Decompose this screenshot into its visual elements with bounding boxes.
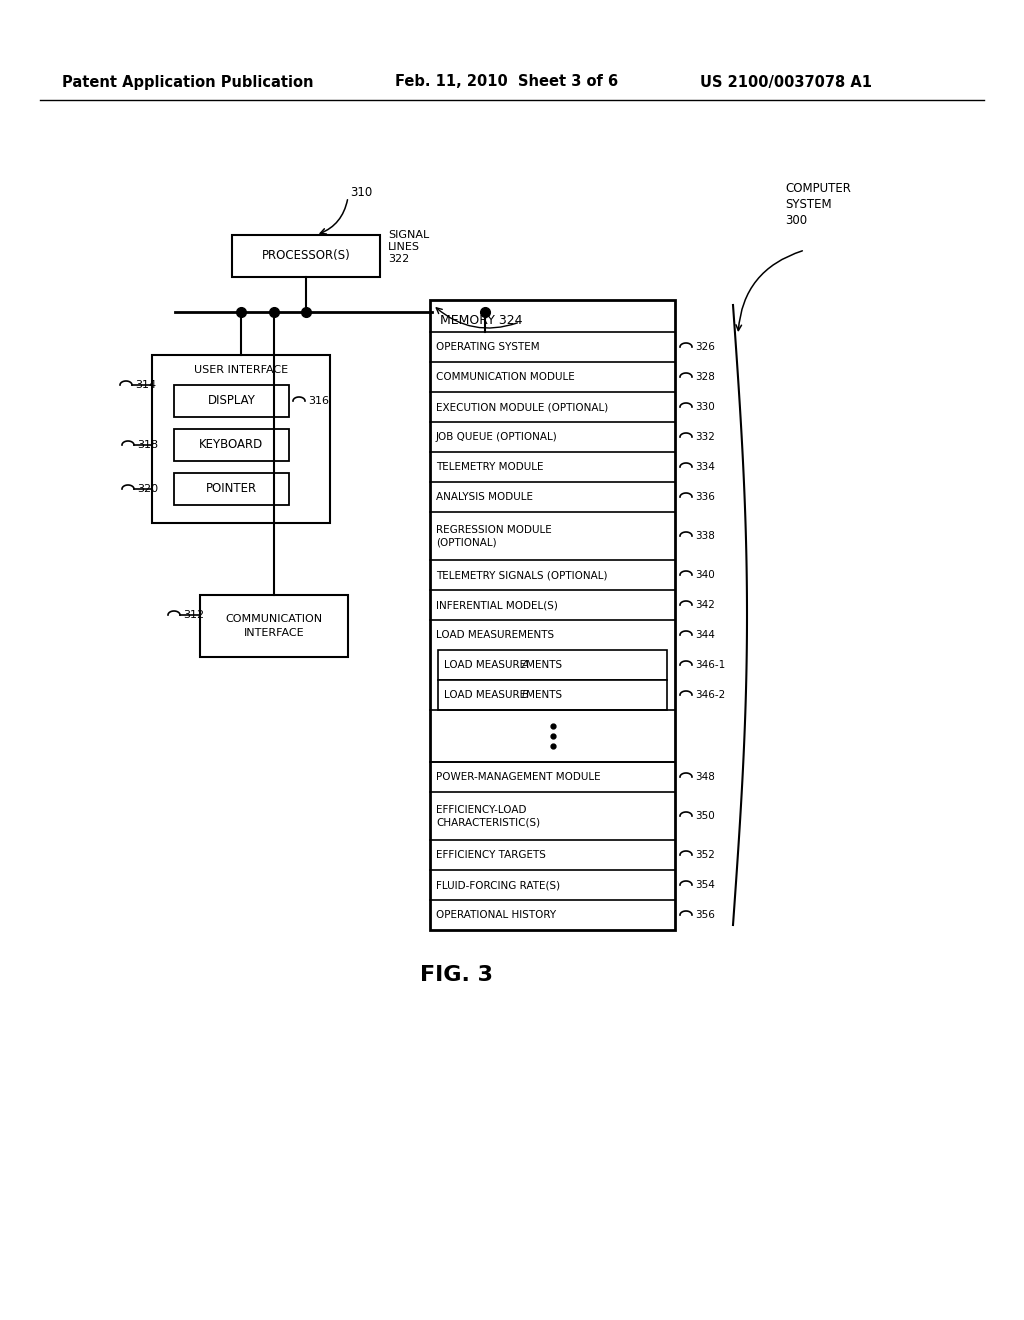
Text: 346-1: 346-1 bbox=[695, 660, 725, 671]
Bar bbox=[174, 473, 289, 506]
Text: B: B bbox=[521, 690, 528, 700]
Text: 310: 310 bbox=[350, 186, 373, 199]
Text: INFERENTIAL MODEL(S): INFERENTIAL MODEL(S) bbox=[436, 601, 558, 610]
Text: COMMUNICATION MODULE: COMMUNICATION MODULE bbox=[436, 372, 574, 381]
Text: ANALYSIS MODULE: ANALYSIS MODULE bbox=[436, 492, 534, 502]
Text: DISPLAY: DISPLAY bbox=[208, 395, 255, 408]
Text: SIGNAL
LINES
322: SIGNAL LINES 322 bbox=[388, 230, 429, 264]
Text: EXECUTION MODULE (OPTIONAL): EXECUTION MODULE (OPTIONAL) bbox=[436, 403, 608, 412]
Text: OPERATIONAL HISTORY: OPERATIONAL HISTORY bbox=[436, 909, 556, 920]
Text: 348: 348 bbox=[695, 772, 715, 781]
Bar bbox=[174, 429, 289, 461]
Text: MEMORY 324: MEMORY 324 bbox=[440, 314, 522, 326]
Text: US 2100/0037078 A1: US 2100/0037078 A1 bbox=[700, 74, 872, 90]
Text: 342: 342 bbox=[695, 601, 715, 610]
Text: A: A bbox=[521, 660, 528, 671]
Bar bbox=[152, 355, 330, 523]
Text: FLUID-FORCING RATE(S): FLUID-FORCING RATE(S) bbox=[436, 880, 560, 890]
Text: OPERATING SYSTEM: OPERATING SYSTEM bbox=[436, 342, 540, 352]
Bar bbox=[200, 595, 348, 657]
Bar bbox=[438, 649, 667, 680]
Text: PROCESSOR(S): PROCESSOR(S) bbox=[261, 249, 350, 263]
Text: POINTER: POINTER bbox=[206, 483, 257, 495]
Text: POWER-MANAGEMENT MODULE: POWER-MANAGEMENT MODULE bbox=[436, 772, 601, 781]
Bar bbox=[430, 300, 675, 931]
Text: 340: 340 bbox=[695, 570, 715, 579]
Text: 318: 318 bbox=[137, 440, 158, 450]
Text: LOAD MEASUREMENTS: LOAD MEASUREMENTS bbox=[444, 660, 565, 671]
Text: KEYBOARD: KEYBOARD bbox=[200, 438, 263, 451]
Text: JOB QUEUE (OPTIONAL): JOB QUEUE (OPTIONAL) bbox=[436, 432, 558, 442]
Text: 338: 338 bbox=[695, 531, 715, 541]
Text: 320: 320 bbox=[137, 484, 158, 494]
Text: 328: 328 bbox=[695, 372, 715, 381]
Text: 326: 326 bbox=[695, 342, 715, 352]
Text: 312: 312 bbox=[183, 610, 204, 620]
Bar bbox=[174, 385, 289, 417]
Text: LOAD MEASUREMENTS: LOAD MEASUREMENTS bbox=[444, 690, 565, 700]
Text: 334: 334 bbox=[695, 462, 715, 473]
Text: TELEMETRY SIGNALS (OPTIONAL): TELEMETRY SIGNALS (OPTIONAL) bbox=[436, 570, 607, 579]
Text: 316: 316 bbox=[308, 396, 329, 407]
Text: USER INTERFACE: USER INTERFACE bbox=[194, 366, 288, 375]
Text: 354: 354 bbox=[695, 880, 715, 890]
Text: EFFICIENCY-LOAD
CHARACTERISTIC(S): EFFICIENCY-LOAD CHARACTERISTIC(S) bbox=[436, 805, 540, 828]
Text: 336: 336 bbox=[695, 492, 715, 502]
Text: 332: 332 bbox=[695, 432, 715, 442]
Text: Patent Application Publication: Patent Application Publication bbox=[62, 74, 313, 90]
Text: 346-2: 346-2 bbox=[695, 690, 725, 700]
Text: 350: 350 bbox=[695, 810, 715, 821]
Text: TELEMETRY MODULE: TELEMETRY MODULE bbox=[436, 462, 544, 473]
Text: COMMUNICATION
INTERFACE: COMMUNICATION INTERFACE bbox=[225, 614, 323, 638]
Text: REGRESSION MODULE
(OPTIONAL): REGRESSION MODULE (OPTIONAL) bbox=[436, 524, 552, 548]
Bar bbox=[438, 680, 667, 710]
Text: 314: 314 bbox=[135, 380, 156, 389]
Text: Feb. 11, 2010  Sheet 3 of 6: Feb. 11, 2010 Sheet 3 of 6 bbox=[395, 74, 618, 90]
Text: 330: 330 bbox=[695, 403, 715, 412]
Text: 356: 356 bbox=[695, 909, 715, 920]
Text: LOAD MEASUREMENTS: LOAD MEASUREMENTS bbox=[436, 630, 554, 640]
Text: FIG. 3: FIG. 3 bbox=[420, 965, 493, 985]
Text: EFFICIENCY TARGETS: EFFICIENCY TARGETS bbox=[436, 850, 546, 861]
Text: COMPUTER
SYSTEM
300: COMPUTER SYSTEM 300 bbox=[785, 182, 851, 227]
Text: 352: 352 bbox=[695, 850, 715, 861]
Bar bbox=[232, 235, 380, 277]
Text: 344: 344 bbox=[695, 630, 715, 640]
